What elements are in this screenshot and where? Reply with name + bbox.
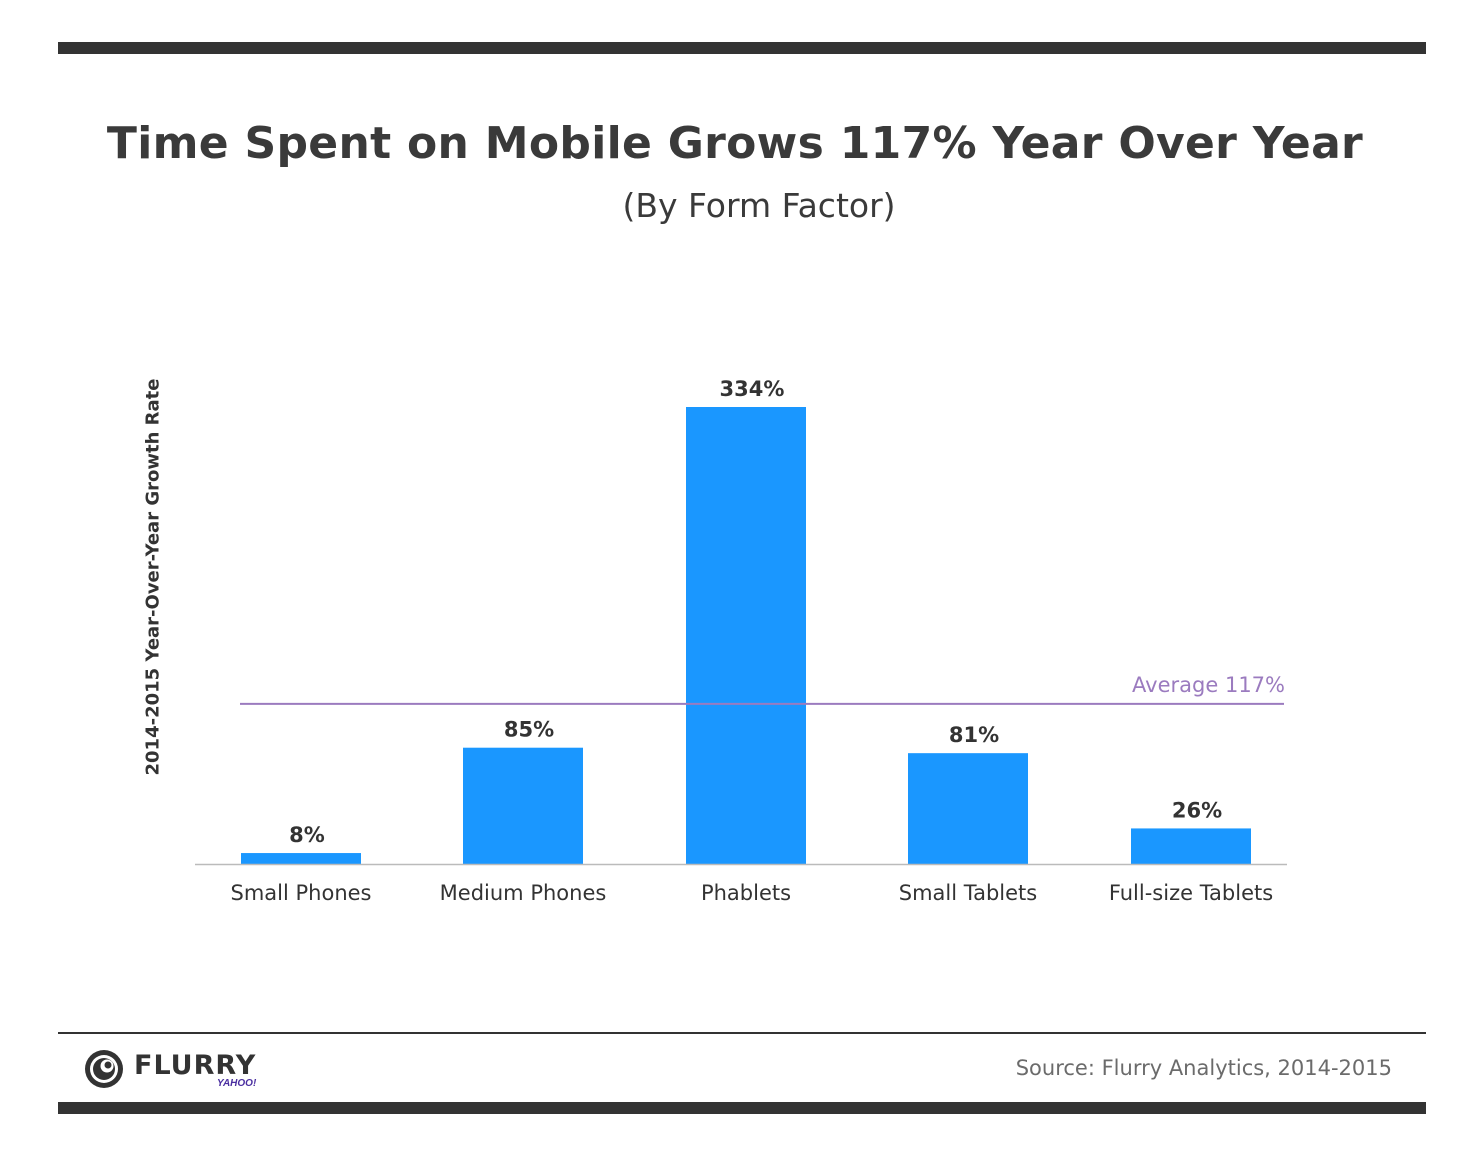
x-tick-label: Full-size Tablets <box>1109 881 1273 905</box>
bar-full-size-tablets <box>1131 828 1251 864</box>
footer-divider <box>58 1032 1426 1034</box>
top-rule <box>58 42 1426 54</box>
chart-title: Time Spent on Mobile Grows 117% Year Ove… <box>106 118 1364 169</box>
source-note: Source: Flurry Analytics, 2014-2015 <box>1015 1056 1392 1080</box>
bar-phablets <box>686 407 806 864</box>
bar-medium-phones <box>463 747 583 864</box>
chart-subtitle: (By Form Factor) <box>622 186 896 225</box>
labels-layer: 8% Small Phones 85% Medium Phones 334% Phable… <box>231 377 1274 905</box>
data-label: 334% <box>720 377 785 401</box>
bar-small-tablets <box>908 753 1028 864</box>
x-tick-label: Phablets <box>701 881 791 905</box>
logo-subtext: YAHOO! <box>217 1078 257 1089</box>
data-label: 8% <box>289 823 325 847</box>
x-tick-label: Medium Phones <box>440 881 607 905</box>
x-tick-label: Small Phones <box>231 881 372 905</box>
bars-layer <box>241 407 1251 864</box>
bar-small-phones <box>241 853 361 864</box>
flurry-logo: FLURRY YAHOO! <box>84 1048 256 1090</box>
logo-text: FLURRY <box>134 1050 257 1081</box>
data-label: 26% <box>1172 798 1222 822</box>
data-label: 85% <box>504 718 554 742</box>
average-label: Average 117% <box>1132 673 1285 697</box>
bottom-rule <box>58 1102 1426 1114</box>
flurry-logo-icon <box>85 1050 123 1088</box>
data-label: 81% <box>949 723 999 747</box>
x-tick-label: Small Tablets <box>899 881 1037 905</box>
